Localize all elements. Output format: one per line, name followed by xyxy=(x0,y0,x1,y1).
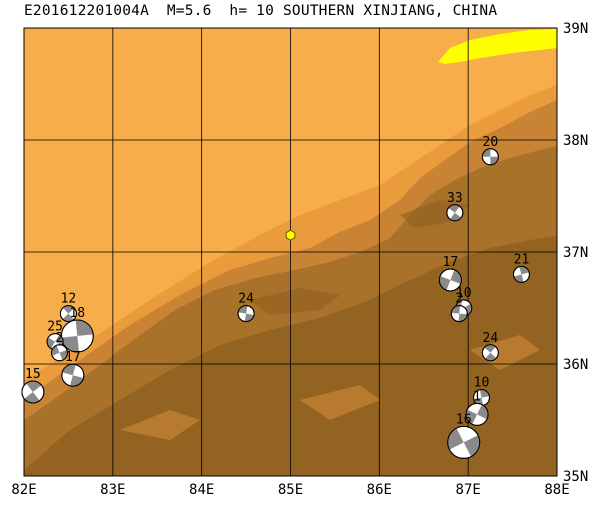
lon-tick-label: 86E xyxy=(367,482,392,498)
epicenter-hexagon-icon[interactable] xyxy=(285,229,296,241)
lat-tick-label: 39N xyxy=(563,21,588,37)
lon-tick-label: 87E xyxy=(456,482,481,498)
lon-tick-label: 82E xyxy=(11,482,36,498)
focal-mechanism[interactable]: 12 xyxy=(59,292,77,323)
focal-mechanism[interactable]: 2 xyxy=(450,292,468,323)
epicenter-layer xyxy=(285,229,296,241)
lon-tick-label: 84E xyxy=(189,482,214,498)
focal-mechanism[interactable]: 1 xyxy=(465,389,489,426)
mechanism-label: 15 xyxy=(25,367,41,382)
map-title: E201612201004A M=5.6 h= 10 SOUTHERN XINJ… xyxy=(24,3,498,19)
yellow-patch xyxy=(438,29,557,64)
lat-tick-label: 36N xyxy=(563,357,588,373)
focal-mechanism[interactable]: 33 xyxy=(446,191,464,222)
mechanism-label: 10 xyxy=(456,286,472,301)
mechanism-label: 12 xyxy=(61,292,77,307)
mechanism-label: 24 xyxy=(238,292,254,307)
mechanism-label: 20 xyxy=(483,135,499,150)
mechanism-label: 24 xyxy=(483,331,499,346)
mechanism-label: 33 xyxy=(447,191,463,206)
lon-tick-label: 85E xyxy=(278,482,303,498)
focal-mechanism[interactable]: 17 xyxy=(438,255,462,292)
map-frame xyxy=(23,27,558,477)
lat-tick-label: 35N xyxy=(563,469,588,485)
focal-mechanism[interactable]: 24 xyxy=(237,292,255,323)
focal-mechanism[interactable]: 16 xyxy=(447,412,481,459)
mechanism-label: 17 xyxy=(65,350,81,365)
mechanism-label: 16 xyxy=(456,412,472,427)
mechanism-label: 17 xyxy=(443,255,459,270)
lon-tick-label: 88E xyxy=(544,482,569,498)
mechanism-label: 1 xyxy=(473,389,481,404)
focal-mechanism[interactable]: 20 xyxy=(481,135,499,166)
lon-tick-label: 83E xyxy=(100,482,125,498)
focal-mechanism[interactable]: 15 xyxy=(21,367,45,404)
focal-mechanism[interactable]: 17 xyxy=(61,350,85,387)
mechanism-label: 21 xyxy=(514,252,530,267)
mechanism-label: 2 xyxy=(56,331,64,346)
focal-mechanism[interactable]: 18 xyxy=(60,306,94,353)
mechanism-label: 18 xyxy=(69,306,85,321)
focal-mechanism[interactable]: 24 xyxy=(481,331,499,362)
mechanism-label: 25 xyxy=(47,320,63,335)
focal-mechanism[interactable]: 21 xyxy=(512,252,530,283)
lat-tick-label: 38N xyxy=(563,133,588,149)
mechanism-label: 2 xyxy=(455,292,463,307)
lat-tick-label: 37N xyxy=(563,245,588,261)
mechanism-label: 10 xyxy=(474,376,490,391)
focal-mechanism[interactable]: 2 xyxy=(51,331,69,362)
